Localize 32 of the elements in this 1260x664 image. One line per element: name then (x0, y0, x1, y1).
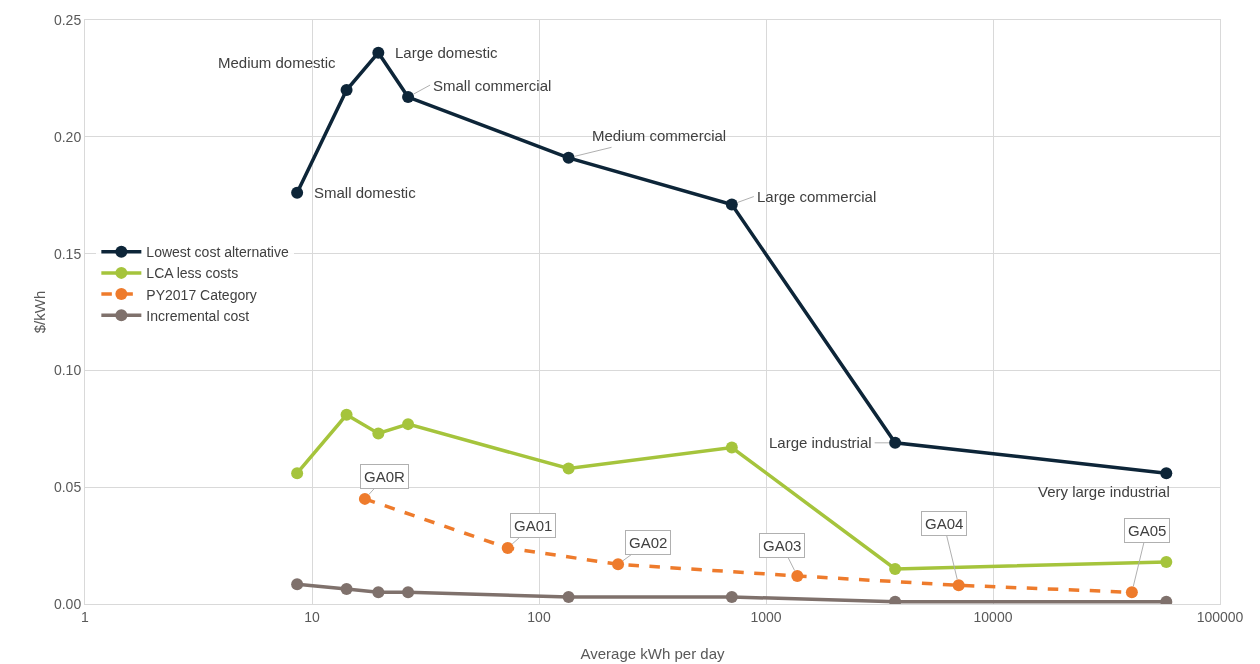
x-axis-title: Average kWh per day (580, 645, 725, 662)
legend-label: PY2017 Category (146, 286, 257, 303)
x-tick-label: 1 (81, 608, 90, 625)
x-tick-label: 10 (304, 608, 320, 625)
annotation: GA04 (925, 515, 964, 532)
y-tick-label: 0.00 (53, 595, 82, 612)
annotation: GA01 (514, 517, 553, 534)
annotation: Very large industrial (1038, 483, 1170, 500)
annotation: GA03 (763, 537, 802, 554)
annotation: Medium domestic (218, 54, 337, 71)
legend-label: Incremental cost (146, 307, 250, 324)
x-tick-label: 10000 (973, 608, 1013, 625)
x-tick-label: 1000 (750, 608, 782, 625)
annotation: Medium commercial (592, 127, 727, 144)
y-tick-label: 0.25 (53, 11, 82, 28)
annotation: Large domestic (395, 44, 499, 61)
legend-label: LCA less costs (146, 265, 239, 282)
y-tick-label: 0.05 (53, 479, 82, 496)
annotation: Large industrial (769, 434, 872, 451)
annotation: GA0R (364, 468, 406, 485)
x-tick-label: 100 (527, 608, 551, 625)
legend-label: Lowest cost alternative (146, 244, 289, 261)
y-tick-label: 0.10 (53, 362, 82, 379)
annotation: Large commercial (757, 188, 877, 205)
x-tick-label: 100000 (1196, 608, 1244, 625)
annotation: GA02 (629, 534, 668, 551)
annotation: GA05 (1128, 522, 1167, 539)
annotation: Small domestic (314, 184, 417, 201)
y-axis-title: $/kWh (31, 290, 48, 334)
y-tick-label: 0.15 (53, 245, 82, 262)
y-tick-label: 0.20 (53, 128, 82, 145)
annotation: Small commercial (433, 77, 552, 94)
